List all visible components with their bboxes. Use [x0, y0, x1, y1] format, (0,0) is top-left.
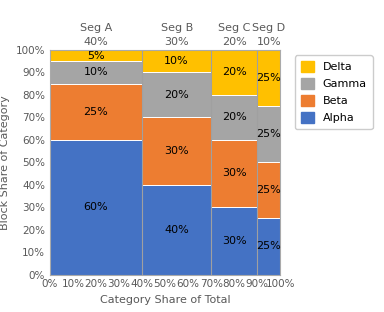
Text: Seg A: Seg A: [80, 23, 112, 33]
Bar: [50, 50, 142, 61]
Legend: Delta, Gamma, Beta, Alpha: Delta, Gamma, Beta, Alpha: [295, 56, 372, 129]
Text: Seg B: Seg B: [161, 23, 193, 33]
Bar: [211, 50, 257, 95]
Bar: [142, 117, 211, 185]
Bar: [257, 218, 280, 275]
Text: 25%: 25%: [257, 185, 281, 195]
Bar: [257, 162, 280, 218]
Text: 60%: 60%: [84, 202, 108, 212]
Bar: [211, 207, 257, 275]
Bar: [50, 61, 142, 84]
Text: 10%: 10%: [257, 37, 281, 47]
Text: 20%: 20%: [222, 67, 247, 77]
Bar: [257, 106, 280, 162]
Text: 10%: 10%: [164, 56, 189, 66]
Bar: [257, 50, 280, 106]
Bar: [142, 50, 211, 72]
Text: 10%: 10%: [84, 67, 108, 77]
Bar: [211, 140, 257, 207]
Y-axis label: Block Share of Category: Block Share of Category: [0, 95, 10, 230]
Text: 25%: 25%: [257, 129, 281, 139]
X-axis label: Category Share of Total: Category Share of Total: [100, 295, 230, 305]
Bar: [50, 140, 142, 275]
Bar: [142, 72, 211, 117]
Text: Seg D: Seg D: [252, 23, 285, 33]
Text: 30%: 30%: [222, 168, 247, 178]
Text: 30%: 30%: [164, 37, 189, 47]
Text: 20%: 20%: [164, 90, 189, 100]
Text: 20%: 20%: [222, 112, 247, 122]
Text: 5%: 5%: [87, 51, 105, 61]
Text: 25%: 25%: [257, 73, 281, 83]
Text: Seg C: Seg C: [218, 23, 250, 33]
Text: 25%: 25%: [257, 241, 281, 251]
Bar: [50, 84, 142, 140]
Bar: [211, 95, 257, 140]
Text: 40%: 40%: [84, 37, 108, 47]
Text: 40%: 40%: [164, 225, 189, 235]
Bar: [142, 185, 211, 275]
Text: 30%: 30%: [222, 236, 247, 246]
Text: 25%: 25%: [84, 107, 108, 117]
Text: 30%: 30%: [164, 146, 189, 156]
Text: 20%: 20%: [222, 37, 247, 47]
